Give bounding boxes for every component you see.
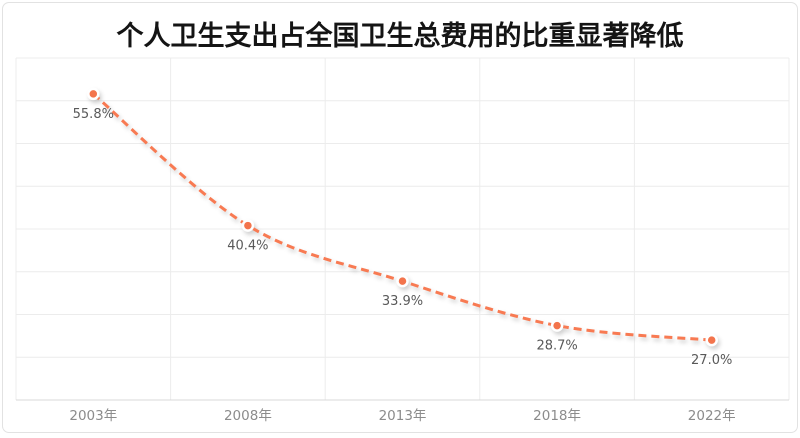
data-point-label: 33.9% [382, 294, 423, 309]
x-axis-label: 2008年 [224, 408, 272, 424]
data-point-label: 40.4% [227, 239, 268, 254]
data-label-layer: 55.8% 40.4% 33.9% 28.7% 27.0% [73, 107, 733, 368]
x-axis-label: 2022年 [688, 408, 736, 424]
data-point-marker [241, 219, 255, 232]
data-point-label: 28.7% [536, 339, 577, 354]
grid-layer [15, 57, 790, 401]
data-point-marker [550, 319, 564, 332]
data-point-marker [705, 333, 718, 347]
x-axis-label: 2013年 [379, 408, 427, 424]
data-point-label: 27.0% [691, 353, 732, 368]
series-layer [87, 87, 718, 347]
line-chart: 55.8% 40.4% 33.9% 28.7% 27.0% 2003年 2008年 2013年… [15, 57, 790, 424]
data-point-marker [396, 274, 409, 288]
chart-title: 个人卫生支出占全国卫生总费用的比重显著降低 [116, 21, 684, 52]
x-axis-label: 2003年 [69, 408, 117, 424]
x-axis-label: 2018年 [533, 408, 581, 424]
x-axis-layer: 2003年 2008年 2013年 2018年 2022年 [69, 408, 735, 424]
chart-card: 个人卫生支出占全国卫生总费用的比重显著降低 55.8% 40.4% 33.9% 28.… [2, 2, 798, 433]
data-point-label: 55.8% [73, 107, 114, 122]
data-point-marker [87, 87, 100, 101]
